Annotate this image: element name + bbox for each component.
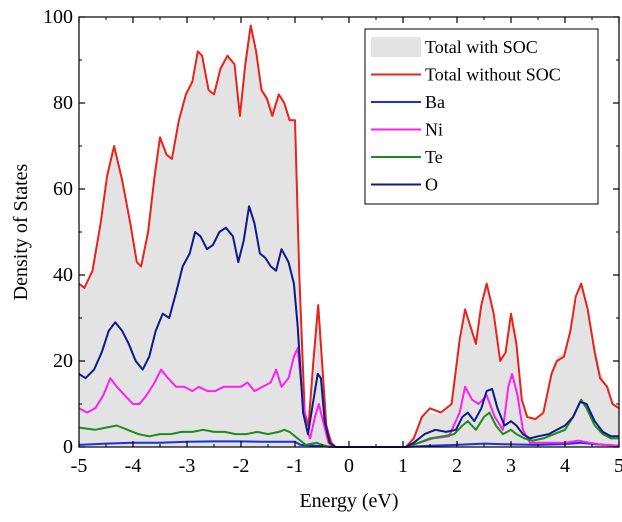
x-tick-label: -1 xyxy=(287,455,304,477)
legend-swatch xyxy=(371,37,421,57)
y-tick-label: 0 xyxy=(63,436,73,458)
y-axis: 0 20 40 60 80 100 xyxy=(43,6,619,458)
series-line-o xyxy=(78,205,619,448)
x-tick-label: 2 xyxy=(452,455,462,477)
y-axis-title: Density of States xyxy=(10,163,32,300)
x-tick-label: -5 xyxy=(71,455,88,477)
legend-item-total-with-soc: Total with SOC xyxy=(371,37,538,57)
x-tick-label: -4 xyxy=(125,455,142,477)
x-tick-label: -2 xyxy=(233,455,250,477)
x-axis: -5 -4 -3 -2 -1 0 1 2 3 4 5 xyxy=(71,17,622,477)
x-tick-label: 3 xyxy=(506,455,516,477)
legend-item-o: O xyxy=(371,175,438,195)
legend-label: Total with SOC xyxy=(425,37,538,57)
series-line-total-without-soc xyxy=(78,24,620,448)
x-tick-label: 5 xyxy=(614,455,622,477)
x-tick-label: 0 xyxy=(344,455,354,477)
plot-fill-layer xyxy=(79,21,619,448)
legend-item-total-without-soc: Total without SOC xyxy=(371,65,561,85)
legend-label: Total without SOC xyxy=(425,65,561,85)
legend-box xyxy=(364,28,599,205)
legend-items: Total with SOC Total without SOC Ba Ni Te O xyxy=(371,37,561,195)
legend-label: Ni xyxy=(425,120,443,140)
legend-label: Ba xyxy=(425,92,445,112)
y-tick-label: 100 xyxy=(43,6,73,28)
x-tick-label: -3 xyxy=(179,455,196,477)
legend-label: Te xyxy=(425,147,443,167)
legend-label: O xyxy=(425,175,438,195)
y-tick-label: 60 xyxy=(53,178,73,200)
series-area-total-with-soc xyxy=(79,21,619,448)
legend-item-ba: Ba xyxy=(371,92,445,112)
y-tick-label: 80 xyxy=(53,92,73,114)
x-tick-label: 1 xyxy=(398,455,408,477)
x-axis-title: Energy (eV) xyxy=(299,490,398,512)
y-tick-label: 20 xyxy=(53,350,73,372)
x-tick-label: 4 xyxy=(560,455,570,477)
y-tick-label: 40 xyxy=(53,264,73,286)
legend: Total with SOC Total without SOC Ba Ni Te O xyxy=(364,28,599,205)
legend-item-te: Te xyxy=(371,147,443,167)
legend-item-ni: Ni xyxy=(371,120,443,140)
